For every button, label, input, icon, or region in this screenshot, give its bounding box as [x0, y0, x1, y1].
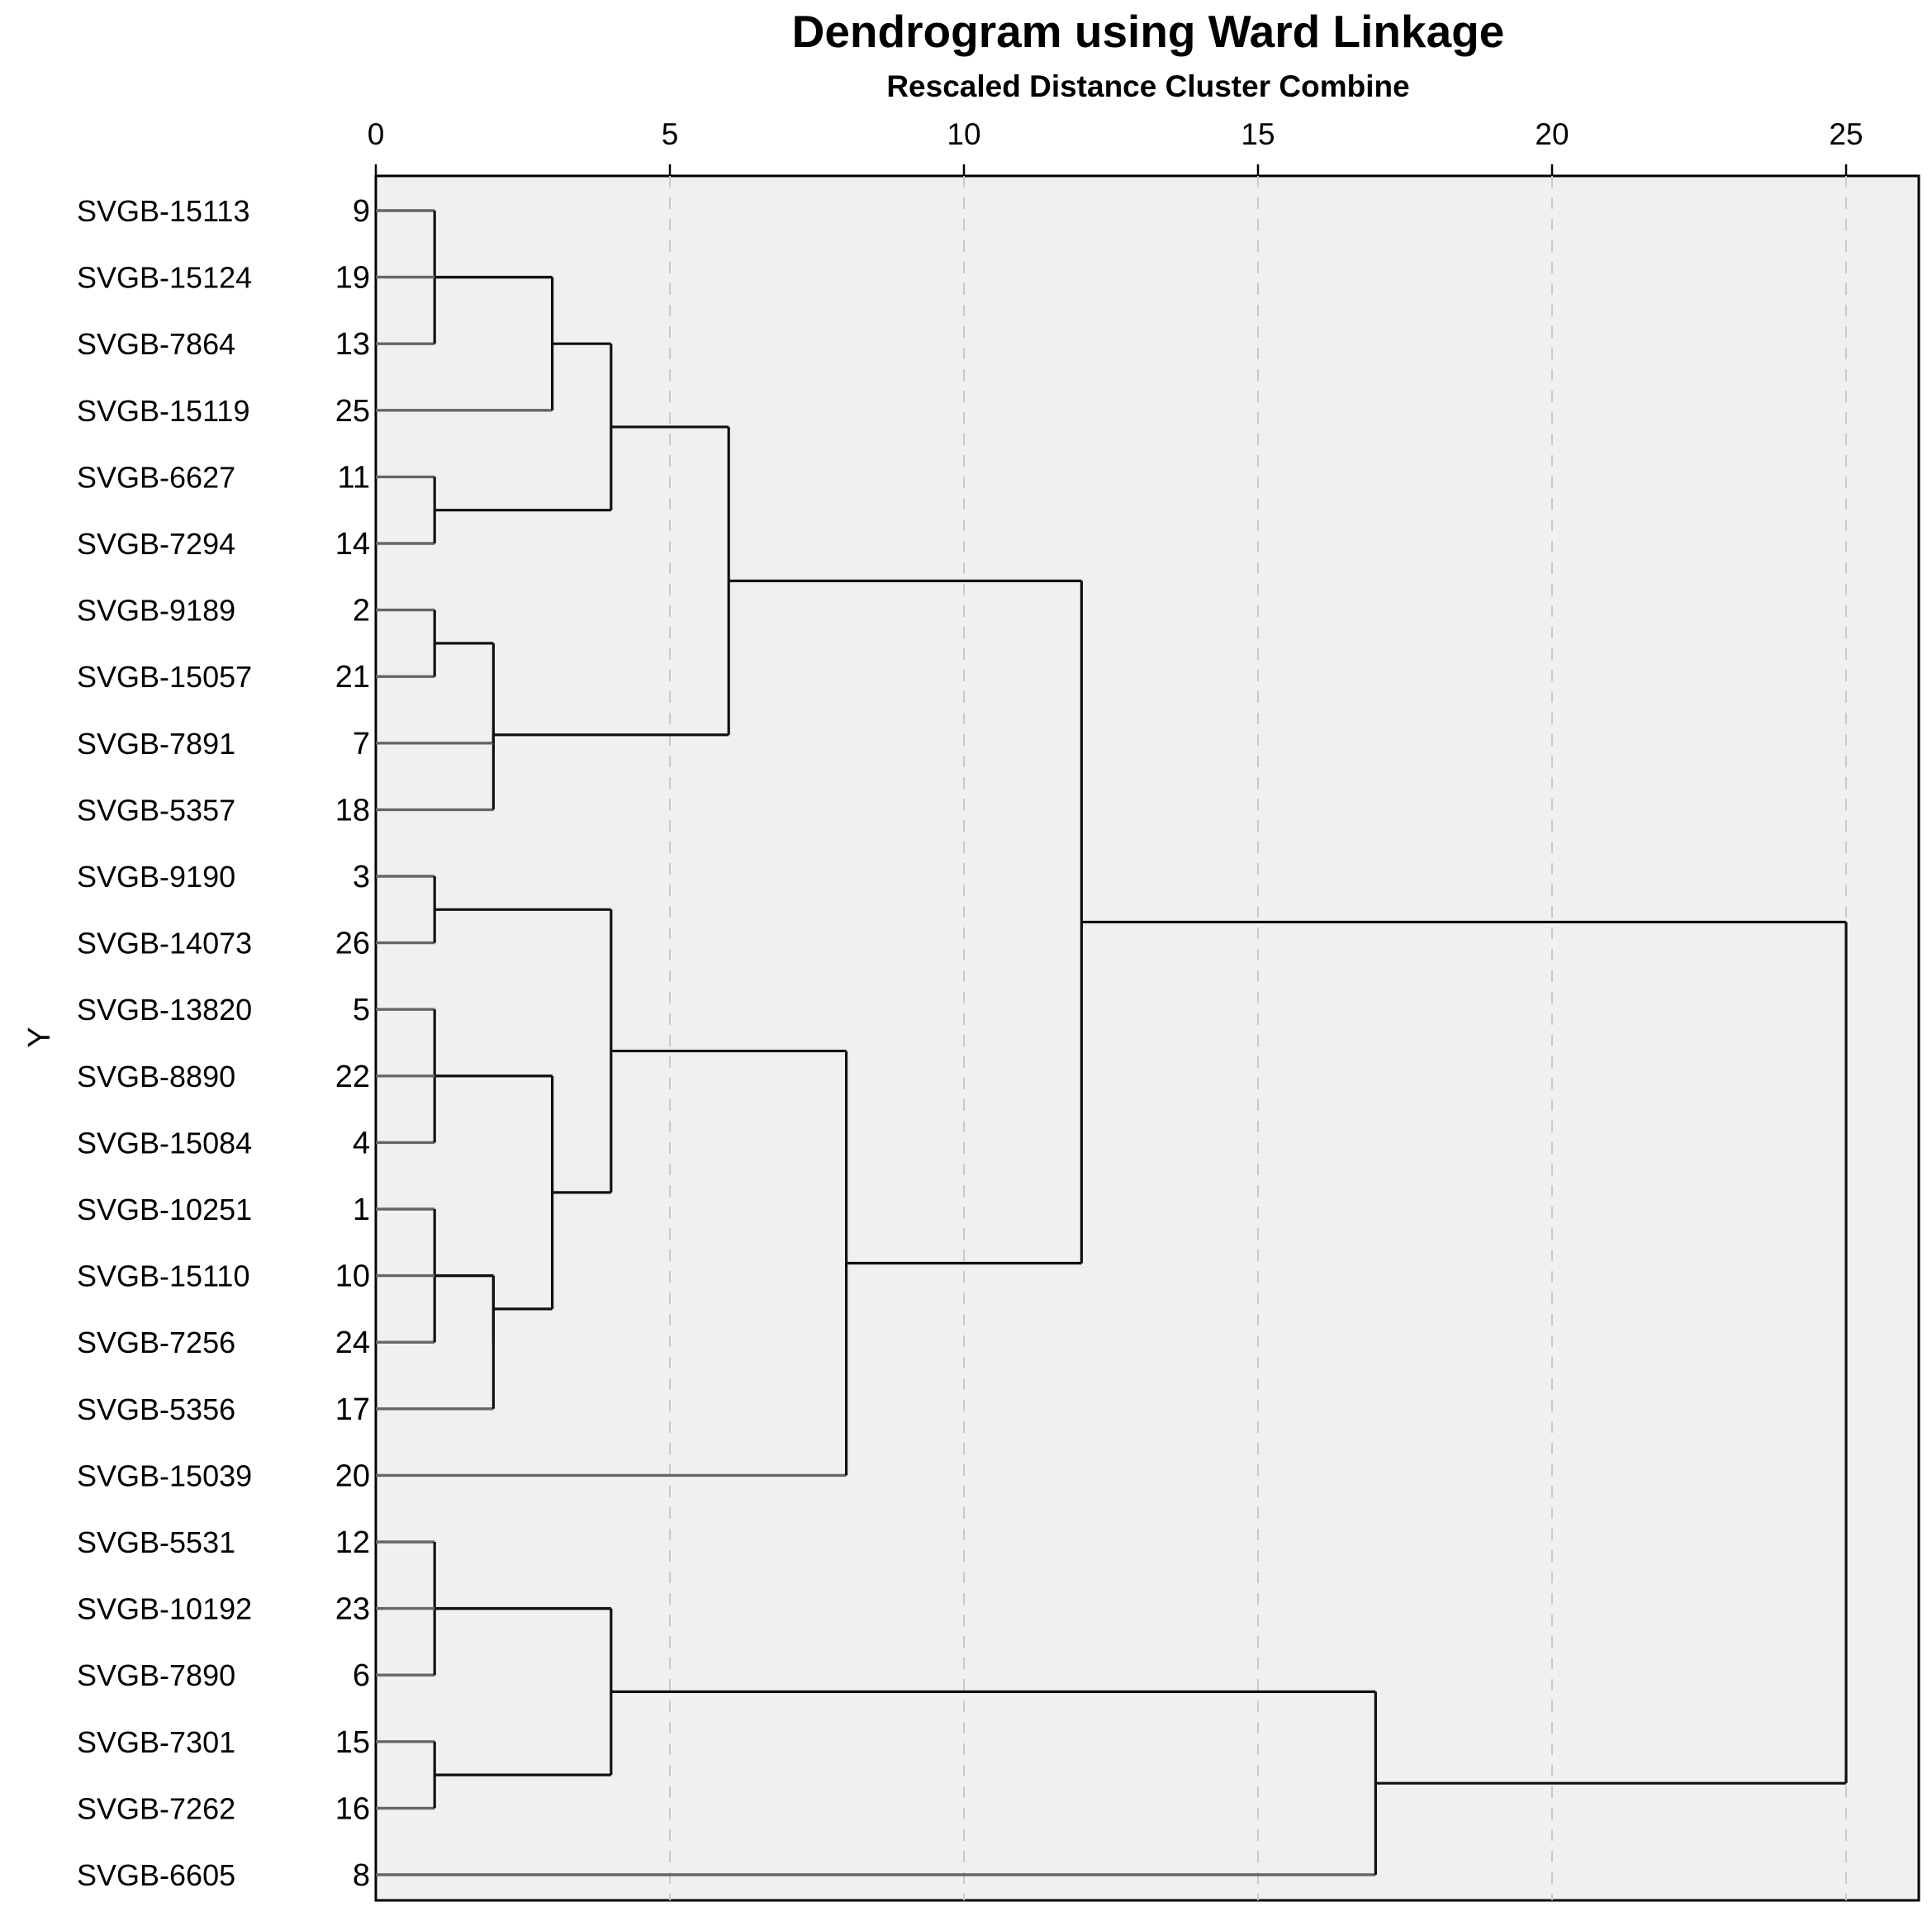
leaf-label: SVGB-15124: [77, 261, 252, 295]
leaf-label: SVGB-5356: [77, 1392, 235, 1426]
leaf-label: SVGB-7891: [77, 727, 235, 761]
leaf-case-number: 5: [353, 993, 370, 1027]
leaf-label: SVGB-15110: [77, 1259, 249, 1293]
x-tick-label-25: 25: [1829, 117, 1863, 151]
leaf-case-number: 22: [335, 1060, 370, 1094]
leaf-case-number: 14: [335, 527, 370, 562]
leaf-case-number: 18: [335, 793, 370, 828]
leaf-case-number: 17: [335, 1392, 370, 1427]
leaf-label: SVGB-7294: [77, 527, 235, 561]
leaf-case-number: 8: [353, 1858, 370, 1893]
x-tick-label-20: 20: [1535, 117, 1569, 151]
leaf-label: SVGB-9190: [77, 860, 235, 894]
leaf-label: SVGB-7301: [77, 1725, 235, 1759]
leaf-case-number: 2: [353, 594, 370, 628]
leaf-case-number: 16: [335, 1791, 370, 1826]
leaf-label: SVGB-15039: [77, 1459, 252, 1492]
leaf-label: SVGB-15057: [77, 660, 252, 694]
leaf-label: SVGB-6605: [77, 1858, 235, 1892]
leaf-case-number: 11: [338, 460, 370, 495]
leaf-label: SVGB-10192: [77, 1592, 252, 1626]
leaf-case-number: 26: [335, 927, 370, 961]
chart-title: Dendrogram using Ward Linkage: [792, 6, 1505, 57]
leaf-label: SVGB-6627: [77, 460, 235, 494]
x-tick-label-15: 15: [1241, 117, 1275, 151]
leaf-label: SVGB-15084: [77, 1126, 252, 1160]
leaf-case-number: 9: [353, 194, 370, 229]
leaf-label: SVGB-10251: [77, 1193, 252, 1226]
plot-frame: [374, 174, 1920, 1902]
x-tick-label-10: 10: [947, 117, 980, 151]
leaf-case-number: 1: [353, 1193, 370, 1227]
leaf-label: SVGB-14073: [77, 927, 252, 961]
leaf-label: SVGB-9189: [77, 594, 235, 628]
leaf-case-number: 10: [335, 1259, 370, 1294]
leaf-label: SVGB-15119: [77, 394, 249, 428]
leaf-case-number: 25: [335, 394, 370, 429]
leaf-case-number: 7: [353, 727, 370, 761]
leaf-label: SVGB-7256: [77, 1326, 235, 1359]
leaf-case-number: 19: [335, 261, 370, 296]
x-tick-label-5: 5: [662, 117, 679, 151]
leaf-case-number: 20: [335, 1459, 370, 1493]
dendrogram-links: [376, 209, 1848, 1876]
leaf-case-number: 21: [335, 660, 370, 695]
leaf-case-number: 4: [353, 1126, 370, 1160]
leaf-case-number: 3: [353, 860, 370, 894]
leaf-label: SVGB-5531: [77, 1525, 235, 1559]
leaf-label: SVGB-7864: [77, 327, 235, 361]
leaf-label: SVGB-7262: [77, 1791, 235, 1825]
y-axis-label: Y: [22, 1027, 57, 1047]
x-axis-ticks: 0 5 10 15 20 25: [368, 117, 1863, 176]
leaf-label: SVGB-7890: [77, 1658, 235, 1692]
leaf-label: SVGB-8890: [77, 1060, 235, 1093]
leaf-case-number: 24: [335, 1326, 370, 1360]
chart-subtitle: Rescaled Distance Cluster Combine: [886, 69, 1409, 103]
leaf-case-number: 12: [335, 1525, 370, 1560]
leaf-label: SVGB-13820: [77, 993, 252, 1027]
leaf-label: SVGB-5357: [77, 793, 235, 827]
leaf-case-number: 6: [353, 1658, 370, 1693]
leaf-case-number: 23: [335, 1592, 370, 1627]
x-tick-label-0: 0: [368, 117, 385, 151]
leaf-case-number: 13: [335, 327, 370, 362]
leaf-case-number: 15: [335, 1725, 370, 1760]
leaf-label: SVGB-15113: [77, 194, 249, 228]
